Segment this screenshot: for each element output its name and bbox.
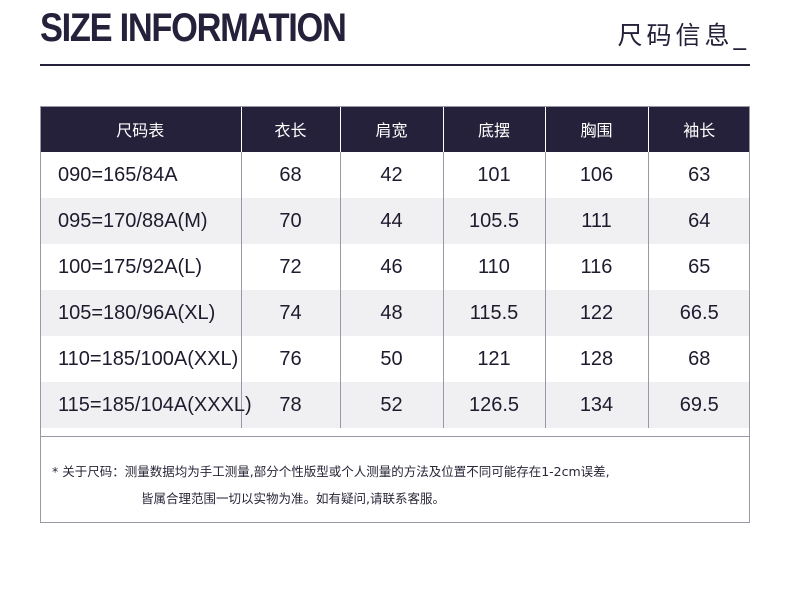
size-cell: 095=170/88A(M) — [40, 198, 242, 244]
column-header-shoulder: 肩宽 — [340, 106, 444, 152]
chest-cell: 116 — [545, 244, 649, 290]
page-title-chinese: 尺码信息_ — [617, 21, 750, 50]
size-note: * 关于尺码：测量数据均为手工测量,部分个性版型或个人测量的方法及位置不同可能存… — [52, 458, 742, 512]
hem-cell: 101 — [443, 152, 546, 198]
sleeve-cell: 66.5 — [648, 290, 750, 336]
note-line-2: 皆属合理范围一切以实物为准。如有疑问,请联系客服。 — [141, 491, 445, 506]
table-row: 115=185/104A(XXXL) 78 52 126.5 134 69.5 — [40, 382, 750, 428]
size-cell: 100=175/92A(L) — [40, 244, 242, 290]
hem-cell: 110 — [443, 244, 546, 290]
hem-cell: 115.5 — [443, 290, 546, 336]
size-cell: 115=185/104A(XXXL) — [40, 382, 252, 428]
length-cell: 76 — [241, 336, 341, 382]
note-line-1: * 关于尺码：测量数据均为手工测量,部分个性版型或个人测量的方法及位置不同可能存… — [52, 464, 610, 479]
chest-cell: 106 — [545, 152, 649, 198]
sleeve-cell: 64 — [648, 198, 750, 244]
size-cell: 090=165/84A — [40, 152, 242, 198]
length-cell: 70 — [241, 198, 341, 244]
table-row: 105=180/96A(XL) 74 48 115.5 122 66.5 — [40, 290, 750, 336]
title-divider — [40, 64, 750, 66]
chest-cell: 134 — [545, 382, 649, 428]
length-cell: 74 — [241, 290, 341, 336]
shoulder-cell: 44 — [340, 198, 444, 244]
column-header-length: 衣长 — [241, 106, 341, 152]
sleeve-cell: 63 — [688, 163, 711, 186]
shoulder-cell: 46 — [340, 244, 444, 290]
length-cell: 68 — [241, 152, 341, 198]
shoulder-cell: 50 — [340, 336, 444, 382]
hem-cell: 126.5 — [443, 382, 546, 428]
table-row: 090=165/84A 68 42 101 106 63 — [40, 152, 750, 198]
shoulder-cell: 42 — [340, 152, 444, 198]
size-cell: 105=180/96A(XL) — [40, 290, 242, 336]
column-header-size: 尺码表 — [40, 106, 242, 152]
length-cell: 78 — [241, 382, 341, 428]
table-row: 100=175/92A(L) 72 46 110 116 65 — [40, 244, 750, 290]
sleeve-cell: 68 — [688, 347, 711, 370]
table-row: 095=170/88A(M) 70 44 105.5 111 64 — [40, 198, 750, 244]
table-row: 110=185/100A(XXL) 76 50 121 128 68 — [40, 336, 750, 382]
page-title: SIZE INFORMATION — [40, 6, 347, 50]
column-header-chest: 胸围 — [545, 106, 649, 152]
chest-cell: 128 — [545, 336, 649, 382]
table-header-row: 尺码表 衣长 肩宽 底摆 胸围 袖长 — [40, 106, 750, 152]
column-header-hem: 底摆 — [443, 106, 546, 152]
shoulder-cell: 52 — [340, 382, 444, 428]
note-divider — [41, 436, 749, 437]
size-table: 尺码表 衣长 肩宽 底摆 胸围 袖长 090=165/84A 68 42 101… — [40, 106, 750, 428]
length-cell: 72 — [241, 244, 341, 290]
chest-cell: 122 — [545, 290, 649, 336]
hem-cell: 105.5 — [443, 198, 546, 244]
chest-cell: 111 — [545, 198, 649, 244]
sleeve-cell: 65 — [688, 255, 711, 278]
size-cell: 110=185/100A(XXL) — [40, 336, 242, 382]
column-header-sleeve: 袖长 — [648, 106, 750, 152]
hem-cell: 121 — [443, 336, 546, 382]
sleeve-cell: 69.5 — [648, 382, 750, 428]
shoulder-cell: 48 — [340, 290, 444, 336]
